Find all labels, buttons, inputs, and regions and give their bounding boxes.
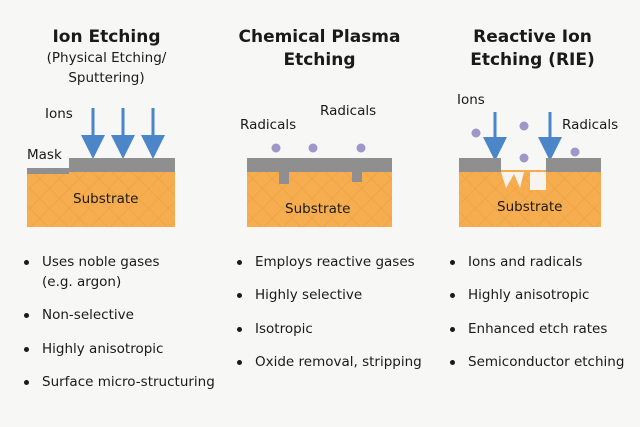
substrate-label: Substrate (285, 201, 351, 217)
radical-dot (519, 121, 529, 131)
bullet-item: Employs reactive gases (235, 253, 415, 271)
bullet-item: Isotropic (235, 320, 313, 338)
bullet-item: Oxide removal, stripping (235, 353, 422, 371)
rie-title-line-1: Reactive Ion (473, 27, 592, 47)
rie-column: Reactive Ion Etching (RIE) Ions Radicals… (426, 0, 639, 427)
etch-pit-left (279, 172, 289, 184)
ions-label: Ions (457, 92, 485, 108)
ions-label: Ions (45, 106, 73, 122)
rie-diagram (459, 112, 601, 227)
mask-layer-left (459, 158, 501, 172)
substrate-label: Substrate (497, 199, 563, 215)
ion-etching-subtitle-line-1: (Physical Etching/ (46, 50, 167, 66)
substrate-label: Substrate (73, 191, 139, 207)
etch-pit-right (352, 172, 362, 182)
mask-label: Mask (27, 147, 62, 163)
bullet-item-continuation: (e.g. argon) (42, 274, 122, 290)
bullet-item: Highly anisotropic (448, 286, 589, 304)
bullet-item: Enhanced etch rates (448, 320, 607, 338)
bullet-item: Surface micro-structuring (22, 373, 215, 391)
radicals-label-right: Radicals (320, 103, 377, 119)
ion-etching-column: Ion Etching (Physical Etching/ Sputterin… (0, 0, 215, 427)
radicals-label: Radicals (562, 117, 619, 133)
bullet-item: Highly selective (235, 286, 362, 304)
radical-dot (519, 153, 529, 163)
radical-dot (271, 143, 281, 153)
chemical-plasma-diagram (247, 143, 392, 227)
radical-dot (471, 128, 481, 138)
etched-trench (501, 172, 546, 190)
bullet-item: Highly anisotropic (22, 340, 163, 358)
bullet-item: Uses noble gases (22, 253, 160, 271)
mask-layer-left (27, 168, 69, 174)
chemical-plasma-column: Chemical Plasma Etching Radicals Radical… (213, 0, 426, 427)
mask-layer-right (546, 158, 601, 172)
radical-dot (570, 147, 580, 157)
ion-etching-title: Ion Etching (52, 27, 161, 47)
bullet-item: Non-selective (22, 306, 134, 324)
bullet-item: Semiconductor etching (448, 353, 624, 371)
chemical-plasma-title-line-2: Etching (283, 50, 356, 70)
radicals-label-left: Radicals (240, 117, 297, 133)
chemical-plasma-title-line-1: Chemical Plasma (238, 27, 401, 47)
rie-title-line-2: Etching (RIE) (470, 50, 595, 70)
mask-layer-right (69, 158, 175, 172)
radical-dot (356, 143, 366, 153)
ion-etching-diagram (27, 108, 175, 227)
bullet-item: Ions and radicals (448, 253, 582, 271)
mask-layer (247, 158, 392, 172)
ion-etching-subtitle-line-2: Sputtering) (68, 70, 145, 86)
radical-dot (308, 143, 318, 153)
